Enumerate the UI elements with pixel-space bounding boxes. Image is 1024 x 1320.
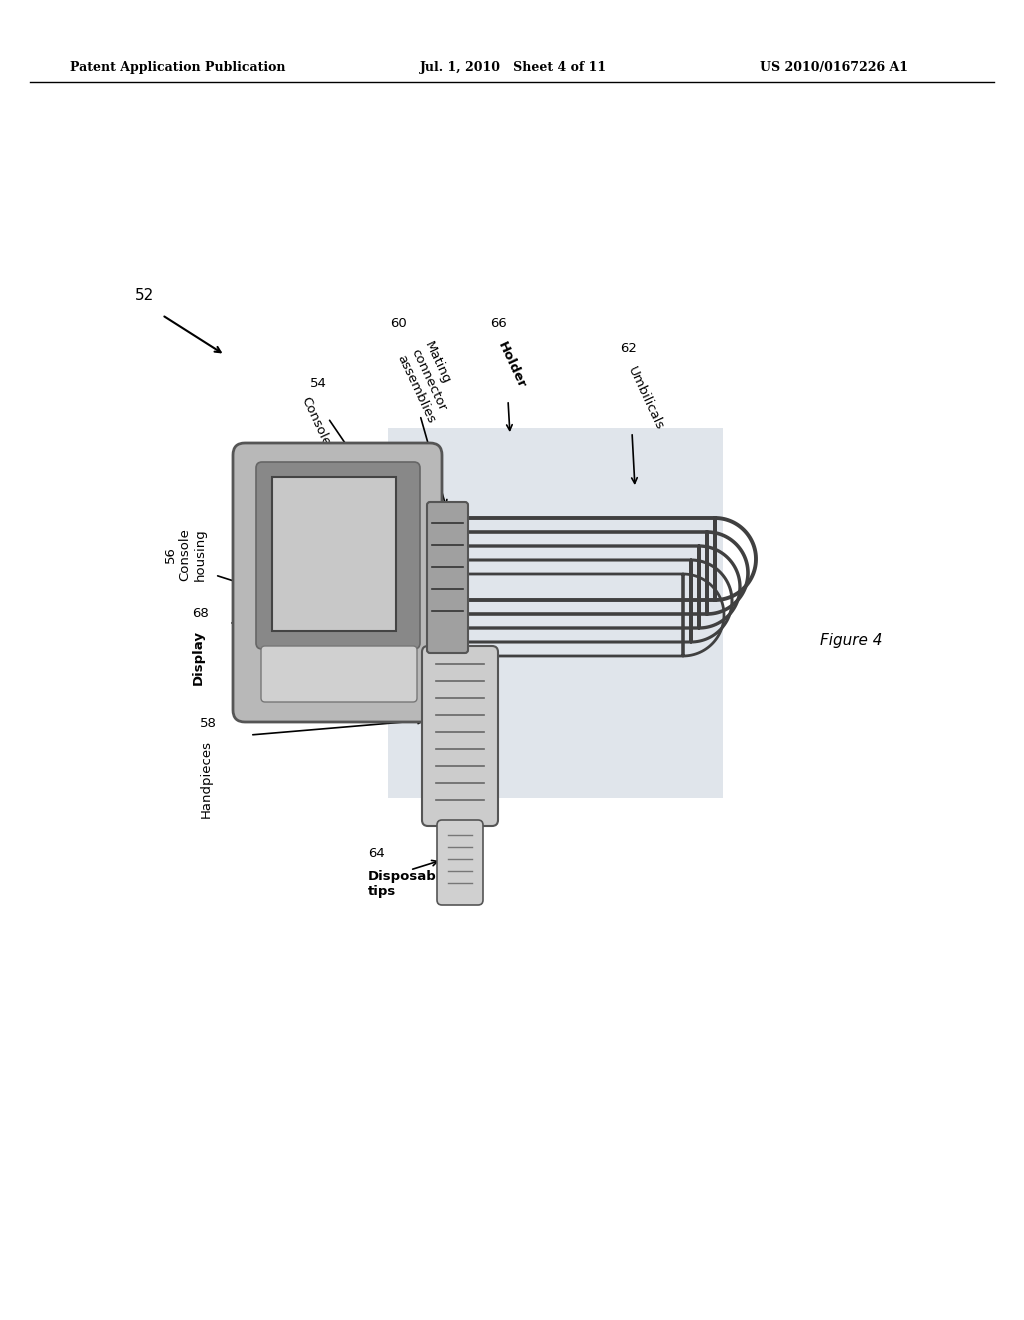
Text: 68: 68 <box>193 607 209 620</box>
Text: 58: 58 <box>200 717 217 730</box>
FancyBboxPatch shape <box>422 645 498 826</box>
Text: Figure 4: Figure 4 <box>820 632 883 648</box>
Text: 64: 64 <box>368 847 385 861</box>
FancyBboxPatch shape <box>437 820 483 906</box>
FancyBboxPatch shape <box>427 502 468 653</box>
Text: Umbilicals: Umbilicals <box>625 366 666 433</box>
FancyBboxPatch shape <box>233 444 442 722</box>
Text: Holder: Holder <box>495 341 528 391</box>
Text: US 2010/0167226 A1: US 2010/0167226 A1 <box>760 62 908 74</box>
Text: Display: Display <box>193 630 205 685</box>
Text: 54: 54 <box>310 378 327 389</box>
Text: 66: 66 <box>490 317 507 330</box>
Text: 60: 60 <box>390 317 407 330</box>
Text: 56
Console
housing: 56 Console housing <box>164 528 207 581</box>
Text: Jul. 1, 2010   Sheet 4 of 11: Jul. 1, 2010 Sheet 4 of 11 <box>420 62 607 74</box>
Text: Mating
connector
assemblies: Mating connector assemblies <box>395 341 465 425</box>
FancyBboxPatch shape <box>256 462 420 649</box>
Text: 62: 62 <box>620 342 637 355</box>
Bar <box>388 428 723 799</box>
FancyBboxPatch shape <box>261 645 417 702</box>
FancyBboxPatch shape <box>272 477 396 631</box>
Text: Console: Console <box>298 395 333 449</box>
Text: Patent Application Publication: Patent Application Publication <box>70 62 286 74</box>
Text: Disposable
tips: Disposable tips <box>368 870 451 898</box>
Text: 52: 52 <box>135 288 155 302</box>
Text: Handpieces: Handpieces <box>200 741 213 818</box>
